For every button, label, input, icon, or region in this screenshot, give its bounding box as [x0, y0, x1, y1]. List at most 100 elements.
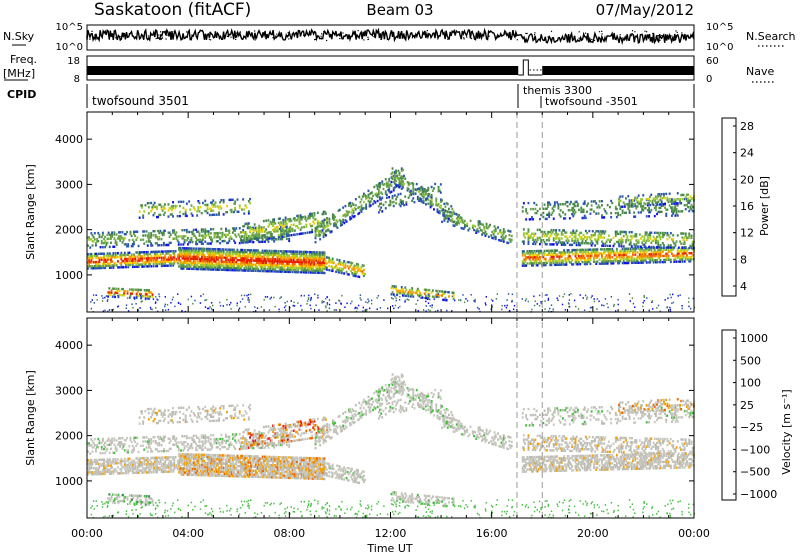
power-cell: [660, 204, 663, 207]
power-cell: [568, 217, 571, 220]
power-cell: [635, 259, 638, 262]
power-cell: [682, 248, 685, 251]
power-cell: [560, 231, 563, 234]
power-cell: [379, 208, 381, 212]
power-cell: [183, 253, 186, 256]
power-cell: [443, 290, 446, 293]
power-cell: [630, 259, 633, 262]
power-cell: [268, 266, 271, 269]
power-cell: [201, 257, 203, 261]
power-cell: [318, 224, 320, 227]
power-cell: [204, 255, 207, 259]
power-cell: [225, 256, 227, 259]
power-cell: [245, 241, 248, 244]
power-cell: [248, 265, 250, 268]
power-cell: [535, 262, 538, 265]
nsearch-dot: [497, 35, 499, 37]
nsearch-dot: [320, 35, 322, 37]
power-cell: [325, 268, 328, 271]
power-cell: [152, 256, 155, 260]
power-cell: [174, 250, 177, 253]
power-cell: [95, 267, 97, 270]
power-cell: [628, 255, 631, 258]
power-cell: [549, 253, 552, 256]
nsearch-dot: [157, 37, 159, 39]
power-cell: [606, 256, 609, 259]
power-cell: [630, 205, 633, 208]
power-cell: [632, 205, 634, 208]
power-cell: [125, 257, 127, 261]
power-cell: [156, 262, 159, 266]
power-cell: [206, 266, 209, 269]
power-cell: [503, 230, 506, 233]
power-cell: [204, 262, 207, 265]
power-cell: [196, 263, 199, 267]
power-cell: [461, 219, 464, 222]
power-cell: [521, 264, 524, 267]
power-cell: [476, 227, 479, 231]
power-cell: [567, 249, 570, 252]
power-cell: [628, 231, 631, 234]
power-cell: [202, 251, 204, 255]
power-cell: [402, 180, 404, 183]
power-cell: [196, 230, 199, 233]
power-cell: [634, 261, 637, 264]
power-cell: [222, 305, 224, 307]
power-cell: [330, 261, 333, 264]
power-cell: [625, 253, 627, 257]
power-cell: [261, 255, 264, 258]
power-cell: [183, 241, 186, 244]
power-cell: [196, 257, 199, 261]
power-cell: [270, 259, 273, 263]
power-cell: [653, 246, 656, 250]
power-cell: [667, 256, 670, 259]
power-cell: [552, 261, 555, 265]
power-cell: [665, 248, 668, 251]
power-cell: [429, 206, 432, 209]
power-cell: [430, 194, 433, 197]
power-cell: [208, 213, 211, 217]
power-cell: [603, 250, 606, 253]
power-cell: [614, 260, 617, 263]
power-cell: [653, 231, 656, 234]
power-cell: [322, 227, 325, 230]
power-cell: [267, 237, 270, 240]
power-cell: [127, 257, 130, 261]
power-cell: [229, 256, 232, 259]
power-cell: [220, 252, 223, 255]
power-cell: [362, 200, 365, 204]
power-cell: [210, 307, 213, 310]
power-cell: [340, 271, 343, 275]
power-cell: [243, 263, 246, 266]
nsearch-dot: [156, 37, 158, 39]
power-cell: [145, 251, 148, 254]
power-cell: [684, 195, 687, 198]
power-cell: [196, 255, 199, 258]
power-cell: [415, 303, 417, 305]
power-cell: [552, 308, 554, 311]
power-cell: [239, 261, 242, 264]
power-cell: [308, 294, 310, 297]
power-cell: [262, 261, 265, 265]
power-cell: [234, 267, 237, 270]
power-cell: [485, 226, 488, 230]
power-cell: [219, 201, 222, 204]
power-cell: [349, 265, 351, 268]
power-cell: [186, 265, 188, 268]
power-cell: [122, 287, 124, 291]
power-cell: [565, 231, 568, 234]
power-cell: [195, 236, 197, 240]
power-cell: [317, 261, 320, 264]
power-cell: [288, 220, 291, 223]
power-cell: [321, 257, 324, 260]
power-cell: [91, 254, 94, 258]
power-cell: [151, 250, 154, 254]
power-cell: [545, 217, 548, 221]
power-cell: [144, 263, 147, 266]
power-cell: [257, 226, 259, 230]
power-cell: [292, 258, 295, 261]
power-cell: [221, 235, 224, 239]
power-cell: [602, 244, 605, 247]
power-cell: [477, 230, 480, 233]
power-cell: [236, 269, 239, 272]
